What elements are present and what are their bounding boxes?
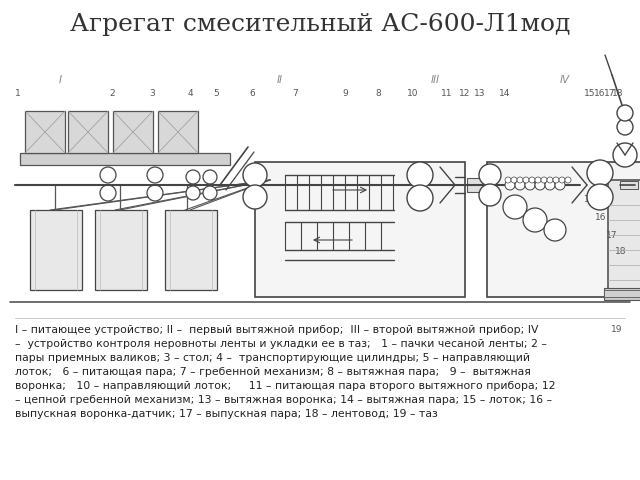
- Circle shape: [535, 177, 541, 183]
- Circle shape: [503, 195, 527, 219]
- Circle shape: [523, 177, 529, 183]
- Circle shape: [541, 177, 547, 183]
- Bar: [487, 162, 640, 297]
- Text: 18: 18: [615, 248, 627, 256]
- Text: 9: 9: [342, 88, 348, 97]
- Circle shape: [147, 185, 163, 201]
- Circle shape: [587, 160, 613, 186]
- Bar: [68, 111, 108, 153]
- Circle shape: [529, 177, 535, 183]
- Circle shape: [407, 162, 433, 188]
- Circle shape: [547, 177, 553, 183]
- Text: 13: 13: [474, 88, 486, 97]
- Circle shape: [559, 177, 565, 183]
- Text: 7: 7: [292, 88, 298, 97]
- Circle shape: [147, 167, 163, 183]
- Bar: [25, 111, 65, 153]
- Text: 12: 12: [460, 88, 470, 97]
- Text: 15: 15: [584, 195, 596, 204]
- Bar: [165, 210, 217, 290]
- Circle shape: [479, 164, 501, 186]
- Text: 17: 17: [604, 88, 616, 97]
- Text: 10: 10: [407, 88, 419, 97]
- Text: 15: 15: [584, 88, 596, 97]
- Bar: [113, 111, 153, 153]
- Text: 6: 6: [249, 88, 255, 97]
- Circle shape: [203, 170, 217, 184]
- Circle shape: [613, 143, 637, 167]
- Circle shape: [617, 105, 633, 121]
- Text: 17: 17: [606, 230, 618, 240]
- Circle shape: [535, 180, 545, 190]
- Circle shape: [517, 177, 523, 183]
- Bar: [20, 153, 230, 165]
- Text: 4: 4: [187, 88, 193, 97]
- Circle shape: [515, 180, 525, 190]
- Circle shape: [544, 219, 566, 241]
- Circle shape: [565, 177, 571, 183]
- Text: III: III: [431, 75, 440, 85]
- Circle shape: [553, 177, 559, 183]
- Circle shape: [505, 177, 511, 183]
- Text: 5: 5: [213, 88, 219, 97]
- Circle shape: [479, 184, 501, 206]
- Circle shape: [186, 186, 200, 200]
- Circle shape: [617, 119, 633, 135]
- Text: I – питающее устройство; II –  первый вытяжной прибор;  III – второй вытяжной пр: I – питающее устройство; II – первый выт…: [15, 325, 556, 419]
- Text: 8: 8: [375, 88, 381, 97]
- Bar: [620, 181, 638, 189]
- Circle shape: [545, 180, 555, 190]
- Bar: [467, 178, 485, 192]
- Bar: [608, 180, 640, 295]
- Bar: [255, 162, 465, 297]
- Circle shape: [186, 170, 200, 184]
- Text: I: I: [58, 75, 61, 85]
- Circle shape: [100, 185, 116, 201]
- Circle shape: [587, 184, 613, 210]
- Circle shape: [203, 186, 217, 200]
- Bar: [604, 290, 640, 297]
- Text: 2: 2: [109, 88, 115, 97]
- Bar: [30, 210, 82, 290]
- Circle shape: [243, 185, 267, 209]
- Text: II: II: [277, 75, 283, 85]
- Circle shape: [243, 163, 267, 187]
- Text: 14: 14: [499, 88, 511, 97]
- Text: 18: 18: [612, 88, 624, 97]
- Text: IV: IV: [560, 75, 570, 85]
- Circle shape: [505, 180, 515, 190]
- Text: 16: 16: [595, 88, 605, 97]
- Bar: [158, 111, 198, 153]
- Circle shape: [523, 208, 547, 232]
- Circle shape: [525, 180, 535, 190]
- Circle shape: [407, 185, 433, 211]
- Circle shape: [555, 180, 565, 190]
- Text: 16: 16: [595, 214, 607, 223]
- Text: 19: 19: [611, 325, 623, 335]
- Circle shape: [100, 167, 116, 183]
- Text: 3: 3: [149, 88, 155, 97]
- Bar: [95, 210, 147, 290]
- Text: Агрегат смесительный АС-600-Л1мод: Агрегат смесительный АС-600-Л1мод: [70, 13, 570, 36]
- Bar: [604, 288, 640, 300]
- Circle shape: [511, 177, 517, 183]
- Text: 1: 1: [15, 88, 21, 97]
- Text: 11: 11: [441, 88, 452, 97]
